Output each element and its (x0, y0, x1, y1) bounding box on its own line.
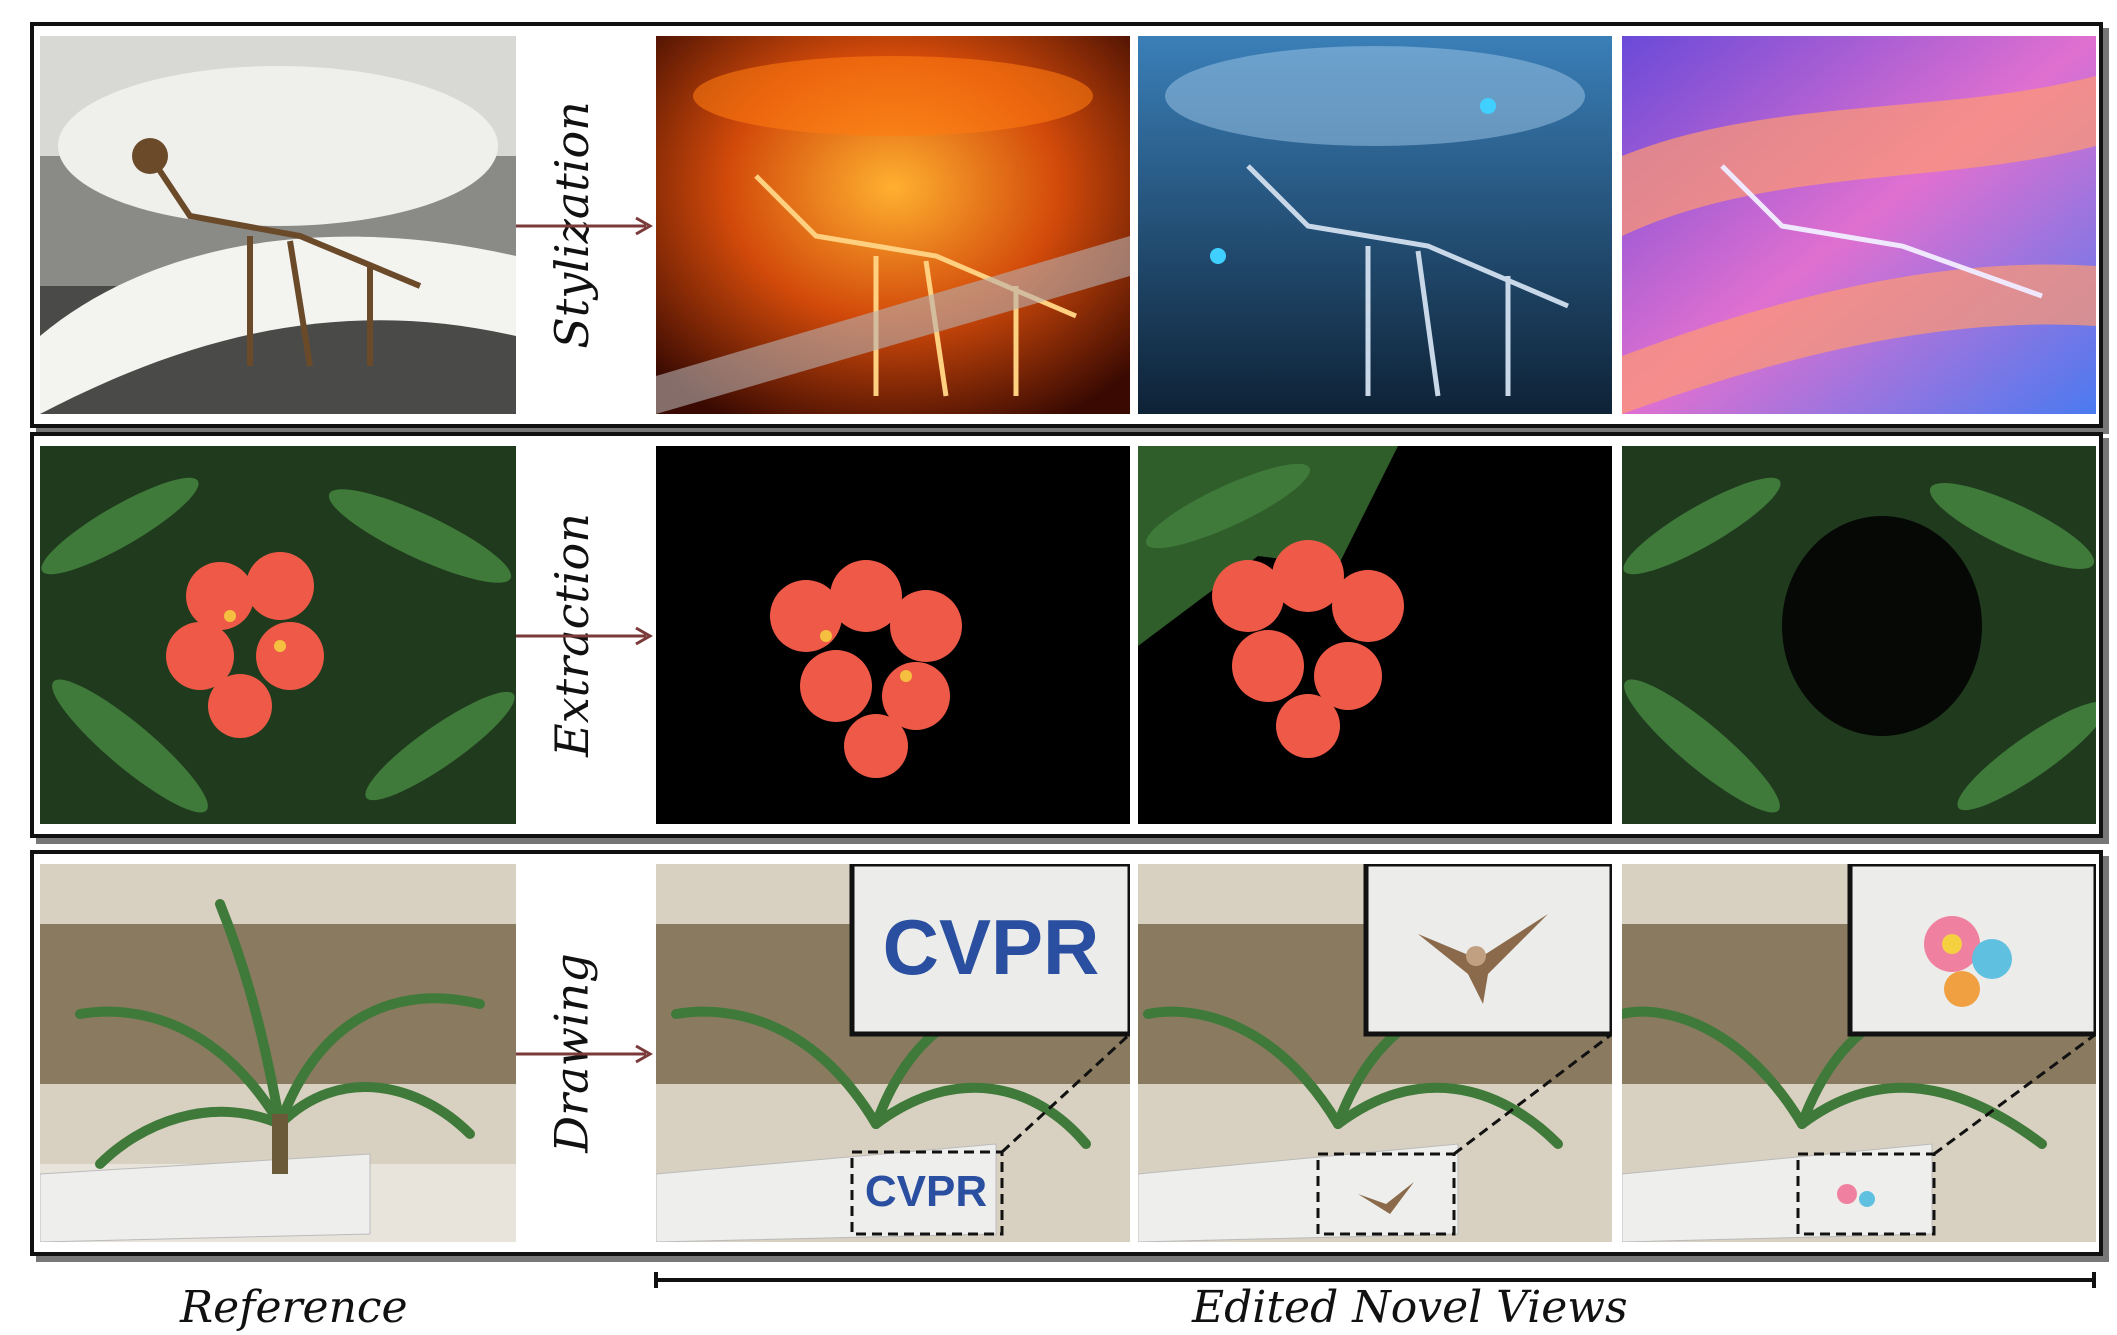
cvpr-small-text: CVPR (865, 1167, 987, 1216)
reference-palm-image (40, 864, 516, 1242)
edited-novel-views-caption: Edited Novel Views (1192, 1282, 1628, 1333)
flower-sticker-drawing (1924, 916, 2012, 1007)
extracted-flower-view (656, 446, 1130, 824)
extraction-row: Extraction (30, 432, 2103, 838)
stylization-row: Stylization (30, 22, 2103, 428)
reference-caption: Reference (180, 1282, 408, 1333)
reference-dinosaur-image (40, 36, 516, 414)
arrow-right-icon (516, 1044, 654, 1064)
flower-removed-view (1622, 446, 2096, 824)
drawing-flower-sticker-view (1622, 864, 2096, 1242)
drawing-bird-view (1138, 864, 1612, 1242)
extracted-flower-partial-view (1138, 446, 1612, 824)
edited-views-bracket (654, 1272, 2096, 1288)
arrow-right-icon (516, 216, 654, 236)
drawing-row: Drawing CVPR CVPR (30, 850, 2103, 1256)
drawing-cvpr-view: CVPR CVPR (656, 864, 1130, 1242)
stylized-neon-view (1622, 36, 2096, 414)
stylized-fire-view (656, 36, 1130, 414)
bird-drawing (1418, 914, 1548, 1004)
arrow-right-icon (516, 626, 654, 646)
stylized-blue-view (1138, 36, 1612, 414)
cvpr-zoom-text: CVPR (883, 903, 1100, 991)
reference-flower-image (40, 446, 516, 824)
